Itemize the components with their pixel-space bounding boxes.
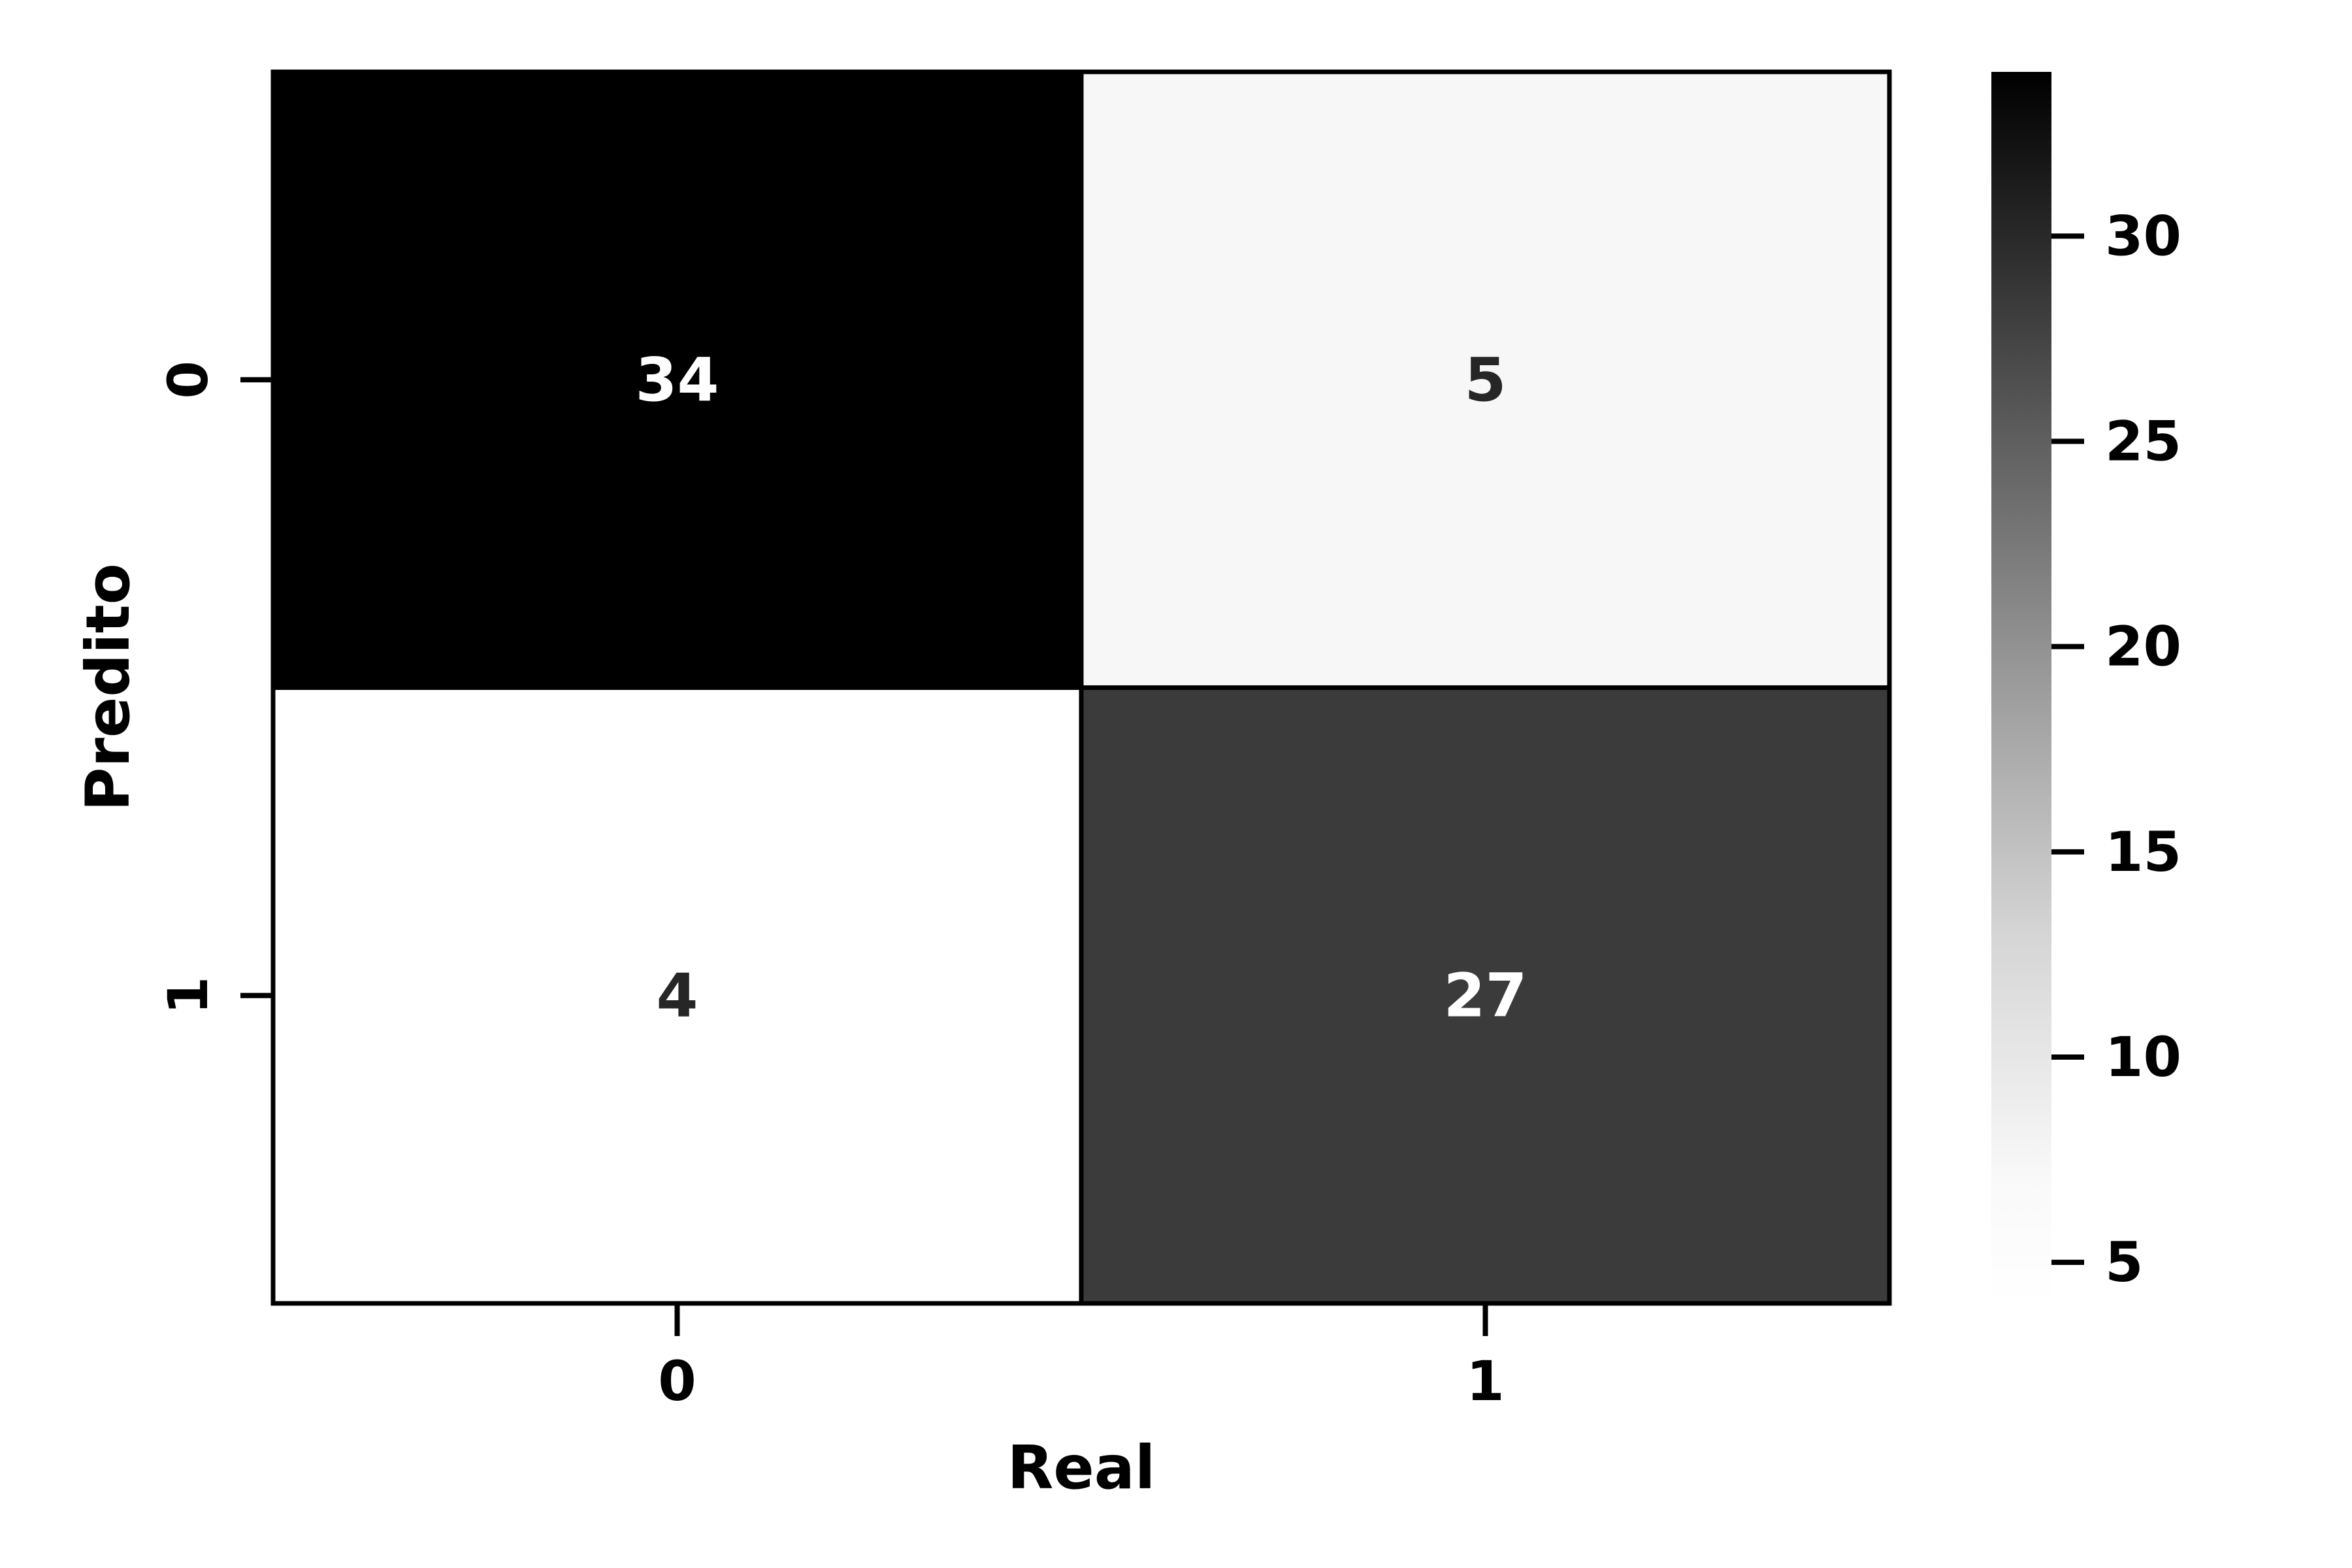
colorbar-tick-label-1: 10 <box>2105 1025 2181 1089</box>
colorbar: 5 10 15 20 25 30 <box>1991 72 2181 1303</box>
cell-annotation-1-1: 27 <box>1443 960 1527 1030</box>
cell-annotations: 34 5 4 27 <box>635 345 1527 1031</box>
cell-annotation-0-0: 34 <box>635 345 719 415</box>
y-axis-label: Predito <box>73 563 143 811</box>
x-tick-label-0: 0 <box>658 1349 696 1413</box>
x-axis-label: Real <box>1007 1433 1156 1503</box>
y-axis: 01 <box>156 361 273 1015</box>
colorbar-tick-label-5: 30 <box>2105 204 2181 268</box>
colorbar-tick-label-4: 25 <box>2105 410 2181 474</box>
heatmap-cell-0-1 <box>1079 69 1892 690</box>
y-tick-label-0: 0 <box>156 361 220 399</box>
colorbar-tick-label-0: 5 <box>2105 1230 2143 1294</box>
plot-frame <box>271 70 1891 1305</box>
cell-annotation-0-1: 5 <box>1464 345 1506 415</box>
y-tick-label-1: 1 <box>156 977 220 1015</box>
heatmap-cell-1-0 <box>270 685 1084 1306</box>
heatmap-cell-0-0 <box>270 69 1084 690</box>
cell-annotation-1-0: 4 <box>656 960 698 1030</box>
heatmap-cells <box>270 69 1892 1306</box>
x-tick-label-1: 1 <box>1466 1349 1504 1413</box>
colorbar-tick-label-3: 20 <box>2105 615 2181 679</box>
colorbar-tick-label-2: 15 <box>2105 820 2181 884</box>
heatmap-cell-1-1 <box>1079 685 1892 1306</box>
colorbar-gradient <box>1991 72 2051 1303</box>
heatmap-plot-area: 34 5 4 27 <box>270 69 1892 1306</box>
colorbar-ticks: 5 10 15 20 25 30 <box>2051 204 2181 1294</box>
